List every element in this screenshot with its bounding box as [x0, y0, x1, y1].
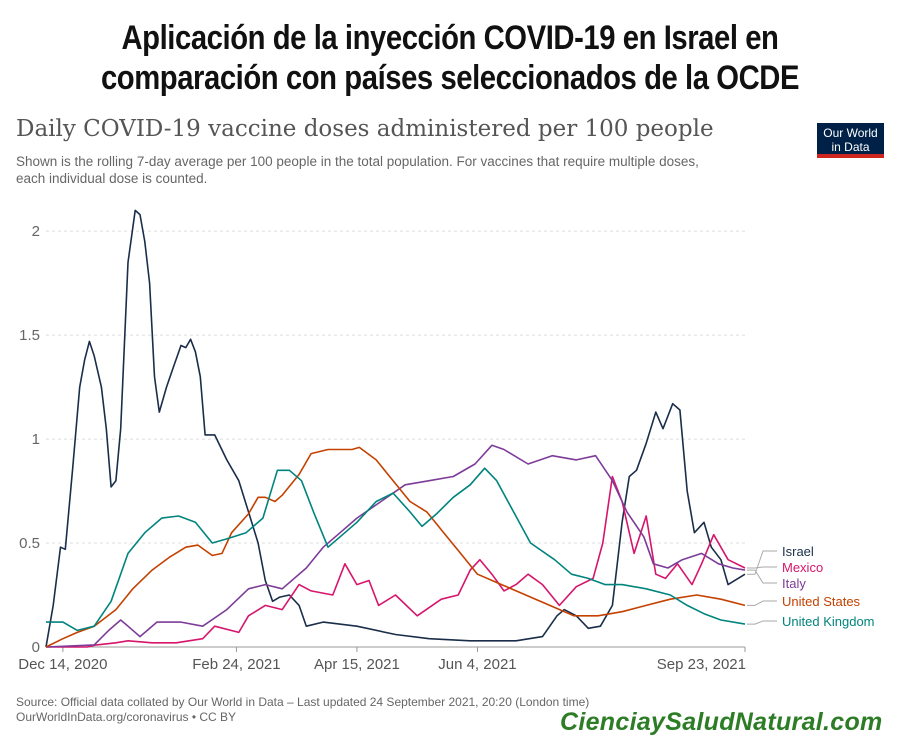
chart-subtitle-line-1: Shown is the rolling 7-day average per 1… [16, 154, 699, 169]
source-note: Source: Official data collated by Our Wo… [16, 695, 589, 725]
y-tick-label: 0.5 [19, 535, 40, 552]
logo-line-1: Our World [823, 126, 878, 140]
legend-label: United States [782, 594, 861, 609]
legend-label: United Kingdom [782, 614, 875, 629]
legend-label: Mexico [782, 560, 823, 575]
banner-line-1: Aplicación de la inyección COVID-19 en I… [121, 19, 779, 57]
x-tick-label: Sep 23, 2021 [657, 656, 746, 673]
legend-connector [747, 550, 777, 575]
chart-title: Daily COVID-19 vaccine doses administere… [16, 116, 714, 142]
owid-logo[interactable]: Our World in Data [817, 123, 884, 158]
x-tick-label: Dec 14, 2020 [18, 656, 107, 673]
series-line [45, 209, 746, 648]
chart-subtitle-line-2: each individual dose is counted. [16, 171, 208, 186]
y-tick-label: 0 [32, 639, 40, 656]
x-tick-label: Feb 24, 2021 [192, 656, 280, 673]
series-line [45, 446, 746, 648]
y-tick-label: 1 [32, 431, 40, 448]
x-tick-label: Jun 4, 2021 [438, 656, 516, 673]
source-line-1: Source: Official data collated by Our Wo… [16, 695, 590, 709]
y-tick-label: 1.5 [19, 327, 40, 344]
logo-line-2: in Data [831, 140, 870, 154]
legend-label: Italy [782, 576, 806, 591]
chart-subtitle: Shown is the rolling 7-day average per 1… [16, 153, 806, 187]
banner-line-2: comparación con países seleccionados de … [100, 59, 800, 97]
page-banner: Aplicación de la inyección COVID-19 en I… [63, 18, 837, 98]
legend-connector [747, 600, 777, 606]
legend-connector [747, 620, 777, 625]
legend-connector [747, 566, 777, 569]
series-line [45, 444, 746, 648]
watermark: CienciaySaludNatural.com [560, 708, 883, 736]
source-line-2[interactable]: OurWorldInData.org/coronavirus • CC BY [16, 710, 237, 724]
legend-connector [747, 569, 777, 584]
y-tick-label: 2 [32, 223, 40, 240]
x-tick-label: Apr 15, 2021 [314, 656, 400, 673]
legend-label: Israel [782, 544, 814, 559]
series-line [46, 475, 746, 648]
series-line [46, 467, 746, 632]
